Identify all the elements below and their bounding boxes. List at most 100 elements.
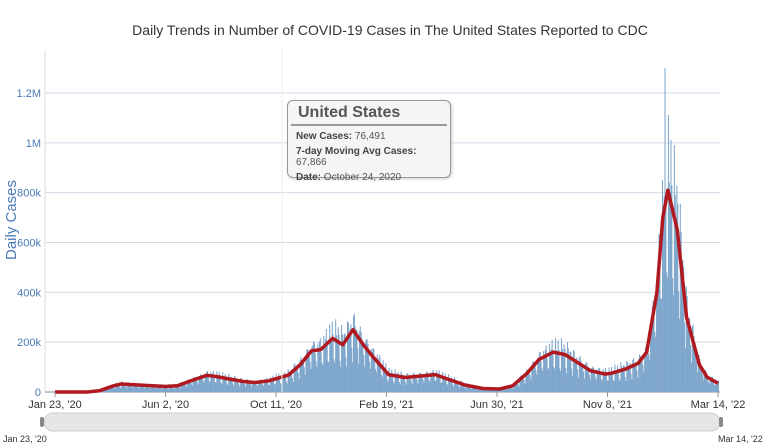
daily-case-bar bbox=[589, 379, 591, 392]
daily-case-bar bbox=[623, 365, 625, 392]
daily-case-bar bbox=[330, 337, 332, 392]
daily-case-bar bbox=[662, 215, 664, 392]
daily-case-bar bbox=[436, 370, 438, 392]
daily-case-bar bbox=[257, 386, 259, 392]
daily-case-bar bbox=[296, 364, 298, 392]
daily-case-bar bbox=[372, 348, 374, 392]
daily-case-bar bbox=[647, 349, 649, 392]
daily-case-bar bbox=[461, 383, 463, 392]
daily-case-bar bbox=[619, 380, 621, 392]
daily-case-bar bbox=[327, 361, 329, 392]
daily-case-bar bbox=[290, 369, 293, 392]
daily-case-bar bbox=[638, 359, 640, 392]
daily-case-bar bbox=[639, 356, 641, 392]
daily-case-bar bbox=[704, 370, 706, 392]
daily-case-bar bbox=[388, 367, 390, 392]
daily-case-bar bbox=[305, 354, 307, 392]
daily-case-bar bbox=[398, 381, 400, 392]
daily-case-bar bbox=[246, 380, 248, 392]
daily-case-bar bbox=[477, 387, 479, 392]
daily-case-bar bbox=[312, 345, 314, 392]
daily-case-bar bbox=[409, 375, 411, 392]
daily-case-bar bbox=[540, 361, 542, 392]
daily-case-bar bbox=[624, 376, 626, 392]
daily-case-bar bbox=[643, 372, 645, 392]
daily-case-bar bbox=[559, 368, 561, 392]
daily-case-bar bbox=[245, 386, 247, 392]
daily-case-bar bbox=[416, 379, 418, 392]
daily-case-bar bbox=[518, 386, 520, 392]
daily-case-bar bbox=[376, 354, 378, 392]
range-slider-handle[interactable] bbox=[40, 417, 44, 427]
daily-case-bar bbox=[269, 377, 271, 392]
daily-case-bar bbox=[612, 380, 614, 392]
daily-case-bar bbox=[384, 367, 386, 392]
daily-case-bar bbox=[493, 389, 495, 392]
daily-case-bar bbox=[347, 321, 349, 392]
daily-case-bar bbox=[117, 383, 119, 392]
daily-case-bar bbox=[672, 278, 674, 392]
daily-case-bar bbox=[192, 378, 194, 392]
daily-case-bar bbox=[696, 372, 698, 392]
daily-case-bar bbox=[435, 381, 437, 392]
daily-case-bar bbox=[481, 388, 483, 392]
daily-case-bar bbox=[520, 375, 522, 392]
daily-case-bar bbox=[715, 379, 717, 392]
daily-case-bar bbox=[627, 362, 629, 392]
daily-case-bar bbox=[348, 335, 350, 392]
daily-case-bar bbox=[306, 349, 308, 392]
daily-case-bar bbox=[220, 382, 222, 392]
daily-case-bar bbox=[516, 380, 518, 392]
daily-case-bar bbox=[411, 384, 413, 392]
daily-case-bar bbox=[699, 359, 701, 392]
range-slider-track[interactable] bbox=[43, 412, 721, 432]
daily-case-bar bbox=[473, 385, 475, 392]
daily-case-bar bbox=[363, 354, 365, 392]
daily-case-bar bbox=[717, 381, 719, 392]
daily-case-bar bbox=[567, 348, 569, 392]
daily-case-bar bbox=[357, 348, 359, 392]
daily-case-bar bbox=[521, 376, 523, 392]
daily-case-bar bbox=[552, 352, 554, 392]
daily-case-bar bbox=[321, 362, 323, 392]
daily-case-bar bbox=[412, 374, 414, 392]
daily-case-bar bbox=[528, 370, 530, 392]
daily-case-bar bbox=[664, 68, 666, 392]
daily-case-bar bbox=[346, 366, 348, 392]
daily-case-bar bbox=[645, 344, 647, 392]
daily-case-bar bbox=[351, 347, 353, 392]
daily-case-bar bbox=[468, 385, 470, 392]
daily-case-bar bbox=[549, 353, 551, 392]
daily-case-bar bbox=[602, 369, 604, 392]
daily-case-bar bbox=[124, 382, 126, 392]
daily-case-bar bbox=[494, 390, 496, 392]
daily-case-bar bbox=[212, 370, 214, 392]
daily-case-bar bbox=[556, 351, 558, 392]
daily-case-bar bbox=[402, 377, 404, 392]
daily-case-bar bbox=[268, 384, 270, 392]
range-slider-handle[interactable] bbox=[719, 417, 723, 427]
daily-case-bar bbox=[399, 384, 401, 392]
daily-case-bar bbox=[488, 389, 490, 392]
daily-case-bar bbox=[179, 388, 181, 392]
daily-case-bar bbox=[708, 383, 710, 392]
daily-case-bar bbox=[564, 348, 566, 392]
daily-case-bar bbox=[650, 324, 652, 392]
daily-case-bar bbox=[206, 372, 208, 392]
daily-case-bar bbox=[116, 385, 119, 392]
daily-case-bar bbox=[334, 362, 336, 392]
daily-case-bar bbox=[561, 349, 563, 392]
daily-case-bar bbox=[205, 374, 207, 392]
daily-case-bar bbox=[382, 360, 384, 392]
daily-case-bar bbox=[671, 185, 673, 392]
daily-case-bar bbox=[368, 353, 370, 392]
daily-case-bar bbox=[577, 377, 579, 392]
daily-case-bar bbox=[175, 384, 177, 392]
daily-case-bar bbox=[209, 381, 211, 392]
daily-case-bar bbox=[144, 384, 147, 392]
daily-case-bar bbox=[455, 382, 457, 392]
daily-case-bar bbox=[122, 382, 124, 392]
daily-case-bar bbox=[437, 374, 439, 392]
daily-case-bar bbox=[675, 227, 677, 392]
daily-case-bar bbox=[562, 355, 564, 392]
